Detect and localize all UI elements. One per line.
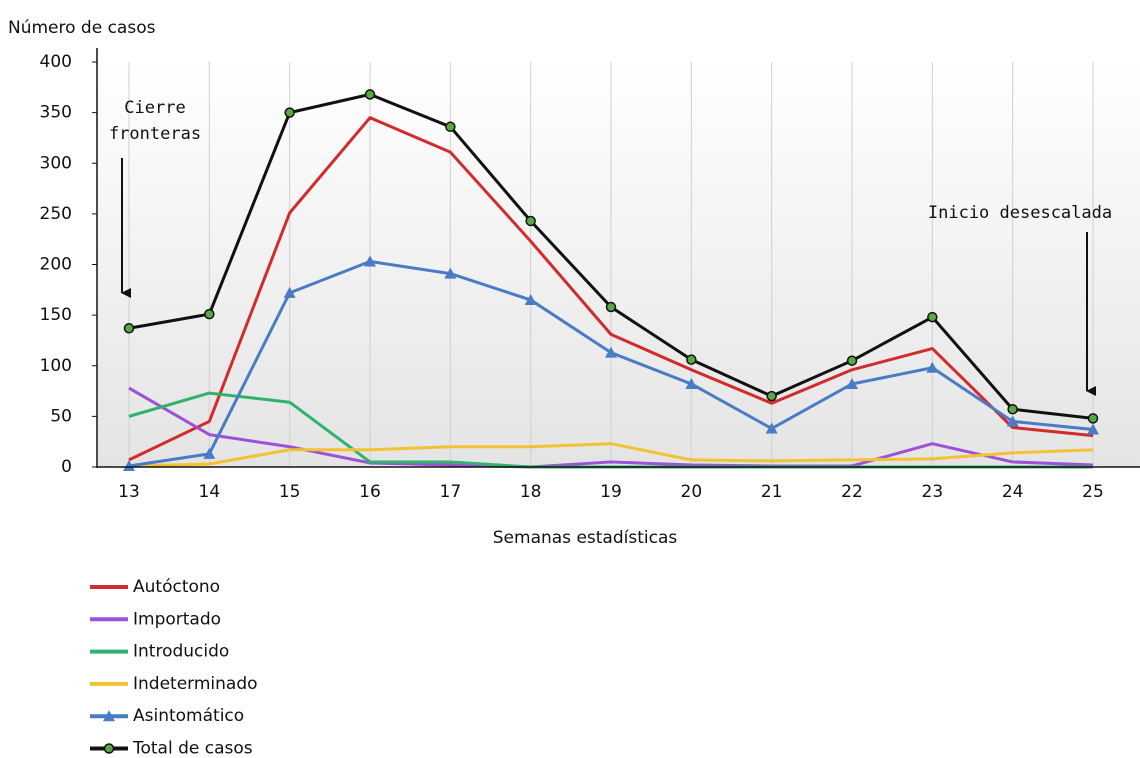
marker: [524, 293, 537, 305]
x-tick-label: 18: [520, 482, 542, 502]
marker: [103, 743, 115, 754]
marker: [1007, 404, 1018, 415]
marker: [1006, 415, 1019, 427]
marker: [364, 89, 376, 100]
marker: [927, 311, 938, 323]
marker: [123, 323, 135, 334]
marker: [686, 354, 697, 365]
x-tick-label: 14: [199, 482, 221, 502]
marker: [203, 447, 216, 459]
marker: [926, 361, 939, 373]
y-axis-label: Número de casos: [8, 18, 156, 38]
x-tick-label: 15: [279, 482, 301, 502]
marker: [204, 308, 215, 320]
x-tick-label: 23: [922, 482, 944, 502]
marker: [364, 255, 376, 267]
legend-label: Autóctono: [133, 577, 220, 597]
marker: [1087, 413, 1099, 424]
y-tick-label: 400: [40, 52, 72, 72]
legend-label: Introducido: [133, 642, 229, 662]
y-tick-label: 50: [50, 406, 72, 426]
y-tick-label: 200: [40, 255, 72, 275]
y-tick-label: 350: [40, 103, 72, 123]
marker: [605, 346, 617, 358]
series-line: [128, 116, 1094, 462]
marker: [766, 390, 777, 402]
x-tick-label: 25: [1082, 482, 1104, 502]
x-tick-label: 21: [761, 482, 783, 502]
x-tick-label: 17: [440, 482, 462, 502]
y-tick-label: 0: [61, 457, 72, 477]
y-tick-label: 150: [40, 305, 72, 325]
marker: [284, 107, 295, 118]
legend-label: Asintomático: [133, 706, 244, 726]
marker: [525, 215, 536, 227]
annotation: Inicio desescalada: [928, 203, 1112, 223]
x-tick-label: 16: [359, 482, 381, 502]
x-tick-label: 20: [681, 482, 703, 502]
marker: [283, 286, 296, 298]
x-axis-label: Semanas estadísticas: [493, 528, 678, 548]
legend-label: Indeterminado: [133, 674, 258, 694]
series-line: [128, 386, 1094, 469]
x-tick-label: 24: [1002, 482, 1024, 502]
marker: [1087, 423, 1099, 435]
marker: [685, 377, 698, 389]
x-tick-label: 22: [841, 482, 863, 502]
x-tick-label: 19: [600, 482, 622, 502]
marker: [846, 377, 858, 389]
marker: [123, 459, 135, 471]
plot-background: [98, 62, 1140, 467]
y-tick-label: 250: [40, 204, 72, 224]
marker: [444, 267, 457, 279]
marker: [846, 355, 858, 366]
marker: [605, 301, 617, 313]
series-line: [128, 442, 1094, 468]
legend-label: Total de casos: [132, 739, 253, 758]
legend-label: Importado: [133, 609, 221, 629]
marker: [103, 710, 115, 722]
marker: [765, 422, 778, 434]
marker: [445, 121, 456, 133]
y-tick-label: 300: [40, 153, 72, 173]
x-tick-label: 13: [118, 482, 140, 502]
annotation: Cierre: [124, 98, 185, 118]
annotation: fronteras: [109, 124, 201, 144]
y-tick-label: 100: [40, 356, 72, 376]
